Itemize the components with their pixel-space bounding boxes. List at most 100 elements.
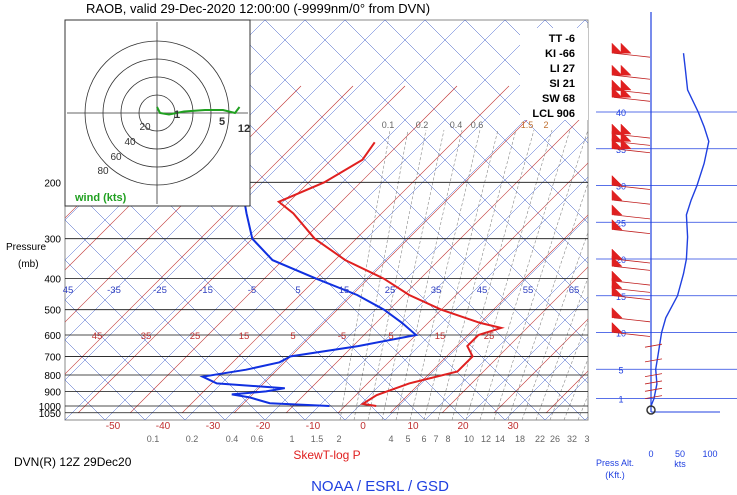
lower-temp-label: 15 — [239, 331, 250, 342]
mixing-ratio-label: 5 — [405, 434, 410, 444]
mixing-ratio-label: 0.1 — [147, 434, 160, 444]
upper-temp-label: 25 — [385, 285, 396, 296]
mixing-ratio-top-label: 1.5 — [521, 120, 534, 130]
wind-speed-tick: 100 — [702, 449, 717, 459]
mixing-ratio-label: 6 — [421, 434, 426, 444]
pressure-tick-label: 1000 — [39, 402, 62, 413]
wind-barb-flag — [620, 42, 632, 54]
mixing-ratio-line — [563, 358, 588, 420]
mixing-ratio-line — [535, 276, 588, 420]
moist-adiabat-line — [65, 259, 226, 420]
adiabat-line — [0, 20, 25, 420]
mixing-ratio-label: 18 — [515, 434, 525, 444]
moist-adiabat-line — [344, 20, 588, 264]
wind-barb-shaft — [613, 288, 651, 293]
upper-temp-label: 45 — [477, 285, 488, 296]
wind-barb-shaft — [613, 332, 651, 337]
wind-barb-shaft — [613, 74, 651, 80]
lower-temp-label: 15 — [435, 331, 446, 342]
wind-barb-shaft — [644, 387, 663, 392]
lower-temp-label: 5 — [388, 331, 393, 342]
sounding-dew-point — [199, 141, 419, 407]
upper-temp-label: -25 — [153, 285, 167, 296]
adiabat-line — [625, 20, 737, 420]
lower-temp-label: 45 — [92, 331, 103, 342]
wind-barb-shaft — [613, 89, 651, 95]
moist-adiabat-line — [65, 139, 346, 420]
pressure-tick-label: 900 — [44, 387, 61, 398]
mixing-ratio-top-label: 0.1 — [382, 120, 395, 130]
index-li: LI 27 — [550, 63, 575, 75]
upper-temp-label: 15 — [339, 285, 350, 296]
wind-barb-flag — [611, 64, 623, 76]
isotherm-line — [390, 214, 588, 413]
mixing-ratio-line — [381, 129, 445, 420]
mixing-ratio-line — [353, 129, 409, 420]
mixing-ratio-line — [479, 129, 571, 420]
mixing-ratio-label: 26 — [550, 434, 560, 444]
hodograph-ring-label: 80 — [97, 166, 109, 177]
mixing-ratio-label: 8 — [445, 434, 450, 444]
pressure-tick-label: 600 — [44, 331, 61, 342]
isotherm-line — [130, 85, 458, 413]
mixing-ratio-line — [465, 129, 553, 420]
index-si: SI 21 — [549, 78, 575, 90]
mixing-ratio-label: 0.4 — [226, 434, 239, 444]
mixing-ratio-line — [507, 182, 588, 420]
mixing-ratio-label: 3 — [584, 434, 589, 444]
pressure-axis-unit: (mb) — [18, 259, 39, 270]
wind-barb-shaft — [644, 380, 663, 385]
mixing-ratio-label: 22 — [535, 434, 545, 444]
mixing-ratio-label: 12 — [481, 434, 491, 444]
adiabat-line — [424, 256, 588, 420]
mixing-ratio-label: 7 — [433, 434, 438, 444]
credit-label: NOAA / ESRL / GSD — [311, 478, 449, 495]
upper-temp-label: 35 — [431, 285, 442, 296]
press-alt-unit: (Kft.) — [605, 470, 625, 480]
stability-indices: TT -6 KI -66 LI 27 SI 21 SW 68 LCL 906 — [520, 28, 588, 120]
pressure-tick-label: 800 — [44, 371, 61, 382]
isotherm-line — [598, 86, 737, 413]
chart-title: RAOB, valid 29-Dec-2020 12:00:00 (-9999n… — [86, 1, 430, 16]
wind-barb-flag — [620, 64, 632, 76]
wind-barb-shaft — [613, 133, 651, 139]
index-tt: TT -6 — [549, 33, 575, 45]
mixing-ratio-label: 2 — [336, 434, 341, 444]
moist-adiabat-line — [584, 20, 588, 24]
wind-barb-shaft — [644, 395, 663, 400]
mixing-ratio-label: 1.5 — [311, 434, 324, 444]
index-lcl: LCL 906 — [532, 108, 575, 120]
bottom-temp-label: 20 — [457, 421, 469, 432]
bottom-temp-label: 30 — [507, 421, 519, 432]
adiabat-line — [584, 416, 588, 420]
upper-temp-label: -35 — [107, 285, 121, 296]
press-alt-label: Press Alt. — [596, 458, 634, 468]
bottom-temp-label: -30 — [206, 421, 221, 432]
moist-adiabat-line — [665, 20, 737, 420]
pressure-tick-label: 500 — [44, 306, 61, 317]
mixing-ratio-label: 4 — [388, 434, 393, 444]
mixing-ratio-label: 1 — [289, 434, 294, 444]
upper-temp-label: 55 — [523, 285, 534, 296]
lower-temp-label: 25 — [190, 331, 201, 342]
wind-speed-profile — [650, 53, 710, 407]
isotherm-line — [286, 110, 588, 413]
wind-barb-flag — [611, 42, 623, 54]
mixing-ratio-line — [367, 129, 427, 420]
moist-adiabat-line — [264, 20, 588, 344]
adiabat-line — [464, 296, 588, 420]
mixing-ratio-line — [339, 129, 391, 420]
hodograph-label: wind (kts) — [74, 192, 127, 204]
isotherm-line — [65, 85, 354, 375]
lower-temp-label: 35 — [141, 331, 152, 342]
wind-barb-shaft — [644, 358, 663, 363]
mixing-ratio-top-label: 0.2 — [416, 120, 429, 130]
mixing-ratio-line — [521, 231, 588, 420]
moist-adiabat-line — [625, 20, 737, 420]
wind-barb-shaft — [613, 265, 651, 271]
hodograph-point-label: 5 — [219, 116, 225, 128]
mixing-ratio-top-label: 0.6 — [471, 120, 484, 130]
mixing-ratio-label: 14 — [495, 434, 505, 444]
